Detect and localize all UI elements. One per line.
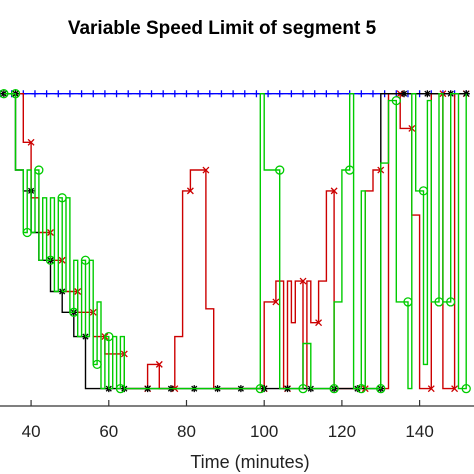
series-point [206,90,214,98]
series-point [34,165,44,175]
series-point [311,90,319,98]
series-point [334,90,342,98]
x-axis-label: Time (minutes) [190,452,309,472]
series-point [171,90,179,98]
series-point [31,90,39,98]
series-point [272,298,280,306]
series-point [66,90,74,98]
plot-area [0,89,471,394]
series-point [299,277,307,285]
series-point [78,90,86,98]
series-point [403,297,413,307]
series-point [124,90,132,98]
series-point [0,89,9,99]
series-point [252,90,260,98]
series-point [322,90,330,98]
x-tick-label: 60 [99,422,118,441]
series-point [264,90,272,98]
series-point [427,385,435,393]
x-tick-label: 80 [177,422,196,441]
series-point [315,319,323,327]
series-line-2 [15,92,467,390]
x-tick-label: 100 [250,422,278,441]
series-point [10,89,21,99]
series-point [276,90,284,98]
chart-title: Variable Speed Limit of segment 5 [68,18,377,39]
x-axis-ticks: 40 60 80 100 120 140 [22,400,434,441]
series-point [345,165,355,175]
series-point [45,255,56,265]
series-point [356,383,366,394]
series-point [376,383,386,394]
series-point [423,90,431,98]
series-point [329,383,339,394]
x-tick-label: 40 [22,422,41,441]
series-point [43,90,51,98]
x-tick-label: 140 [405,422,433,441]
series-point [148,90,156,98]
series-point [194,90,202,98]
series-point [241,90,249,98]
series-point [255,383,265,394]
series-point [136,90,144,98]
series-point [369,90,377,98]
series-point [80,255,91,265]
series-point [391,95,401,106]
series-point [202,166,210,174]
series-point [113,90,121,98]
series-point [22,227,32,238]
series-point [69,307,79,317]
series-point [159,90,167,98]
series-point [275,165,285,175]
series-point [400,90,408,98]
series-point [101,90,109,98]
series-line-4 [3,92,467,390]
series-point [54,90,62,98]
series-point [298,383,308,394]
series-point [57,193,67,203]
series-point [115,383,126,394]
series-point [330,187,338,195]
series-point [104,331,114,342]
series-point [92,359,102,370]
series-point [451,385,459,393]
series-point [217,90,225,98]
series-point [89,90,97,98]
series-point [434,297,444,307]
series-point [461,383,471,394]
series-point [182,90,190,98]
series-point [229,90,237,98]
series-point [446,297,456,307]
series-point [287,90,295,98]
series-point [299,90,307,98]
series-point [357,90,365,98]
series-point [0,90,8,98]
series-point [155,360,163,368]
x-tick-label: 120 [328,422,356,441]
series-point [418,186,429,196]
series-point [27,138,35,146]
series-point [186,187,194,195]
